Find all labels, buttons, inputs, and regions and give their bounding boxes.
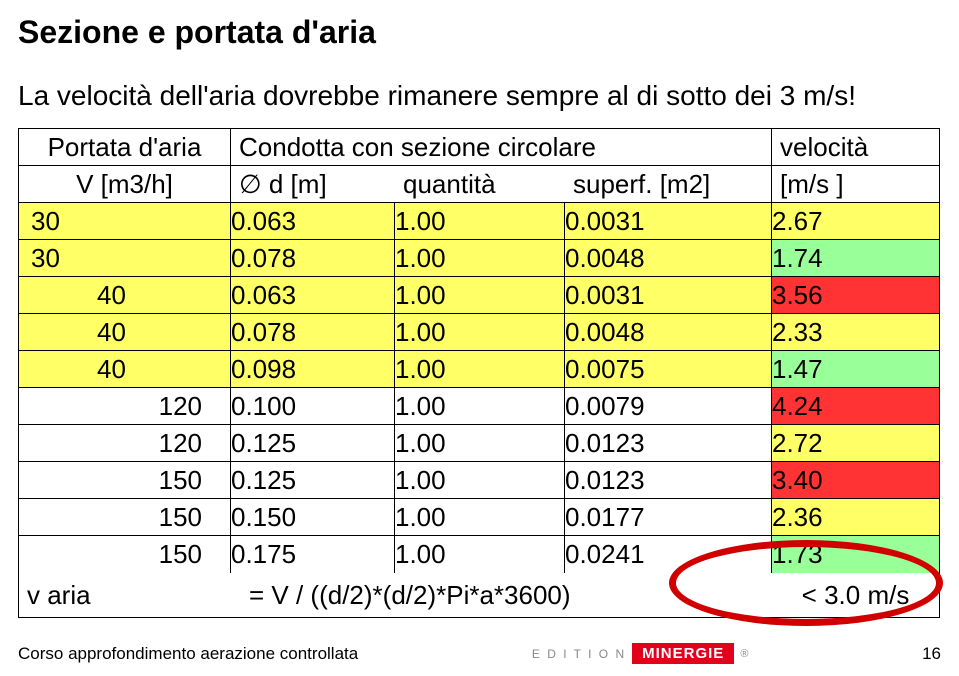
logo-reg: ® [740, 648, 748, 660]
cell-d: 0.098 [231, 351, 395, 388]
table-row: 1500.1751.000.02411.73 [19, 536, 939, 573]
formula-eq: = V / ((d/2)*(d/2)*Pi*a*3600) [231, 580, 772, 611]
cell-q: 1.00 [395, 388, 565, 425]
table-row: 1200.1251.000.01232.72 [19, 425, 939, 462]
table-row: 300.0631.000.00312.67 [19, 203, 939, 240]
hdr-superf: superf. [m2] [565, 166, 772, 203]
cell-v: 30 [19, 203, 231, 240]
cell-s: 0.0075 [565, 351, 772, 388]
cell-q: 1.00 [395, 351, 565, 388]
page-subtitle: La velocità dell'aria dovrebbe rimanere … [18, 80, 856, 112]
table-row: 1500.1251.000.01233.40 [19, 462, 939, 499]
table-row: 300.0781.000.00481.74 [19, 240, 939, 277]
cell-s: 0.0031 [565, 203, 772, 240]
cell-vel: 2.33 [772, 314, 939, 351]
cell-q: 1.00 [395, 277, 565, 314]
cell-d: 0.063 [231, 203, 395, 240]
page-title: Sezione e portata d'aria [18, 14, 376, 51]
cell-q: 1.00 [395, 499, 565, 536]
footer-logo: E D I T I O N MINERGIE ® [532, 643, 749, 664]
cell-vel: 2.67 [772, 203, 939, 240]
cell-v: 40 [19, 351, 231, 388]
cell-v: 30 [19, 240, 231, 277]
hdr-portata: Portata d'aria [19, 129, 231, 166]
formula-rule: < 3.0 m/s [772, 580, 939, 611]
cell-d: 0.125 [231, 425, 395, 462]
formula-label: v aria [19, 580, 231, 611]
cell-q: 1.00 [395, 314, 565, 351]
cell-q: 1.00 [395, 462, 565, 499]
data-table: Portata d'aria Condotta con sezione circ… [18, 128, 940, 618]
cell-v: 150 [19, 536, 231, 573]
cell-v: 120 [19, 388, 231, 425]
cell-v: 40 [19, 277, 231, 314]
hdr-v-unit: V [m3/h] [19, 166, 231, 203]
hdr-condotta: Condotta con sezione circolare [231, 129, 772, 166]
cell-s: 0.0123 [565, 462, 772, 499]
cell-s: 0.0177 [565, 499, 772, 536]
cell-vel: 4.24 [772, 388, 939, 425]
cell-s: 0.0123 [565, 425, 772, 462]
cell-d: 0.175 [231, 536, 395, 573]
cell-q: 1.00 [395, 203, 565, 240]
cell-d: 0.078 [231, 240, 395, 277]
logo-minergie: MINERGIE [632, 643, 734, 664]
cell-d: 0.078 [231, 314, 395, 351]
footer-left: Corso approfondimento aerazione controll… [18, 644, 358, 664]
cell-vel: 2.36 [772, 499, 939, 536]
cell-q: 1.00 [395, 425, 565, 462]
hdr-qty: quantità [395, 166, 565, 203]
table-row: 400.0631.000.00313.56 [19, 277, 939, 314]
cell-v: 150 [19, 499, 231, 536]
cell-s: 0.0031 [565, 277, 772, 314]
hdr-d: ∅ d [m] [231, 166, 395, 203]
cell-d: 0.125 [231, 462, 395, 499]
cell-v: 150 [19, 462, 231, 499]
cell-v: 120 [19, 425, 231, 462]
cell-s: 0.0048 [565, 240, 772, 277]
cell-vel: 1.47 [772, 351, 939, 388]
page-number: 16 [922, 644, 941, 664]
cell-v: 40 [19, 314, 231, 351]
cell-vel: 3.40 [772, 462, 939, 499]
cell-q: 1.00 [395, 240, 565, 277]
cell-d: 0.150 [231, 499, 395, 536]
hdr-velocita: velocità [772, 129, 939, 166]
cell-q: 1.00 [395, 536, 565, 573]
table-row: 1200.1001.000.00794.24 [19, 388, 939, 425]
cell-d: 0.100 [231, 388, 395, 425]
cell-vel: 1.73 [772, 536, 939, 573]
cell-d: 0.063 [231, 277, 395, 314]
table-row: 400.0981.000.00751.47 [19, 351, 939, 388]
cell-vel: 2.72 [772, 425, 939, 462]
cell-s: 0.0079 [565, 388, 772, 425]
hdr-ms: [m/s ] [772, 166, 939, 203]
cell-vel: 3.56 [772, 277, 939, 314]
table-row: 400.0781.000.00482.33 [19, 314, 939, 351]
cell-s: 0.0048 [565, 314, 772, 351]
cell-s: 0.0241 [565, 536, 772, 573]
cell-vel: 1.74 [772, 240, 939, 277]
table-row: 1500.1501.000.01772.36 [19, 499, 939, 536]
logo-edition: E D I T I O N [532, 647, 626, 661]
